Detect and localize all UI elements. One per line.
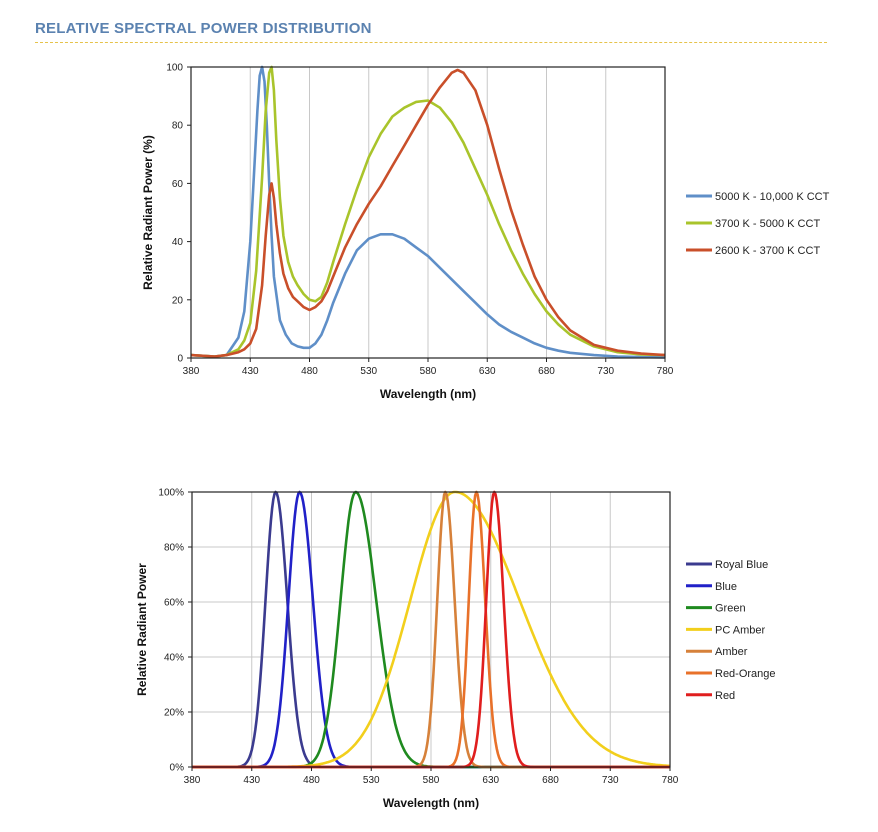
y-tick-label: 100 bbox=[166, 63, 183, 74]
y-tick-label: 40 bbox=[172, 237, 184, 248]
series-line-5000-k-10-000-k-cct bbox=[190, 65, 666, 359]
legend-label: 2600 K - 3700 K CCT bbox=[715, 245, 820, 257]
x-tick-label: 530 bbox=[360, 366, 377, 377]
y-tick-label: 80 bbox=[172, 121, 184, 132]
x-tick-label: 780 bbox=[662, 775, 679, 786]
x-tick-label: 580 bbox=[420, 366, 437, 377]
x-axis-label: Wavelength (nm) bbox=[383, 796, 479, 810]
x-tick-label: 630 bbox=[482, 775, 499, 786]
legend-label: Blue bbox=[715, 581, 737, 593]
y-tick-label: 60 bbox=[172, 179, 184, 190]
x-tick-label: 530 bbox=[363, 775, 380, 786]
y-tick-label: 80% bbox=[164, 543, 184, 554]
legend-label: Red-Orange bbox=[715, 668, 776, 680]
page-title: RELATIVE SPECTRAL POWER DISTRIBUTION bbox=[35, 20, 372, 37]
y-tick-label: 60% bbox=[164, 598, 184, 609]
x-tick-label: 780 bbox=[657, 366, 674, 377]
series-line-2600-k-3700-k-cct bbox=[190, 68, 666, 358]
x-tick-label: 480 bbox=[303, 775, 320, 786]
x-tick-label: 430 bbox=[243, 775, 260, 786]
y-axis-label: Relative Radiant Power bbox=[135, 563, 149, 696]
y-axis-label: Relative Radiant Power (%) bbox=[141, 135, 155, 290]
x-tick-label: 680 bbox=[538, 366, 555, 377]
legend-label: 5000 K - 10,000 K CCT bbox=[715, 191, 830, 203]
legend-label: 3700 K - 5000 K CCT bbox=[715, 218, 820, 230]
spectral-chart-cct: 380 430 480 530 580 630 680 730 780 0 20 40 60 80 100 W… bbox=[141, 63, 830, 402]
x-tick-label: 430 bbox=[242, 366, 259, 377]
x-tick-label: 730 bbox=[597, 366, 614, 377]
y-tick-label: 40% bbox=[164, 653, 184, 664]
x-tick-label: 480 bbox=[301, 366, 318, 377]
legend-label: Red bbox=[715, 690, 735, 702]
legend-label: Amber bbox=[715, 646, 748, 658]
y-tick-label: 100% bbox=[158, 488, 184, 499]
legend-label: Royal Blue bbox=[715, 559, 768, 571]
legend-label: PC Amber bbox=[715, 624, 765, 636]
x-tick-label: 630 bbox=[479, 366, 496, 377]
y-tick-label: 20 bbox=[172, 295, 184, 306]
title-divider bbox=[35, 42, 827, 43]
x-tick-label: 730 bbox=[602, 775, 619, 786]
y-tick-label: 0 bbox=[177, 354, 183, 365]
x-tick-label: 580 bbox=[423, 775, 440, 786]
x-axis-label: Wavelength (nm) bbox=[380, 387, 476, 401]
x-tick-label: 680 bbox=[542, 775, 559, 786]
y-tick-label: 0% bbox=[170, 763, 185, 774]
x-tick-label: 380 bbox=[184, 775, 201, 786]
legend-label: Green bbox=[715, 603, 746, 615]
y-tick-label: 20% bbox=[164, 708, 184, 719]
x-tick-label: 380 bbox=[183, 366, 200, 377]
series-line-3700-k-5000-k-cct bbox=[190, 65, 666, 358]
